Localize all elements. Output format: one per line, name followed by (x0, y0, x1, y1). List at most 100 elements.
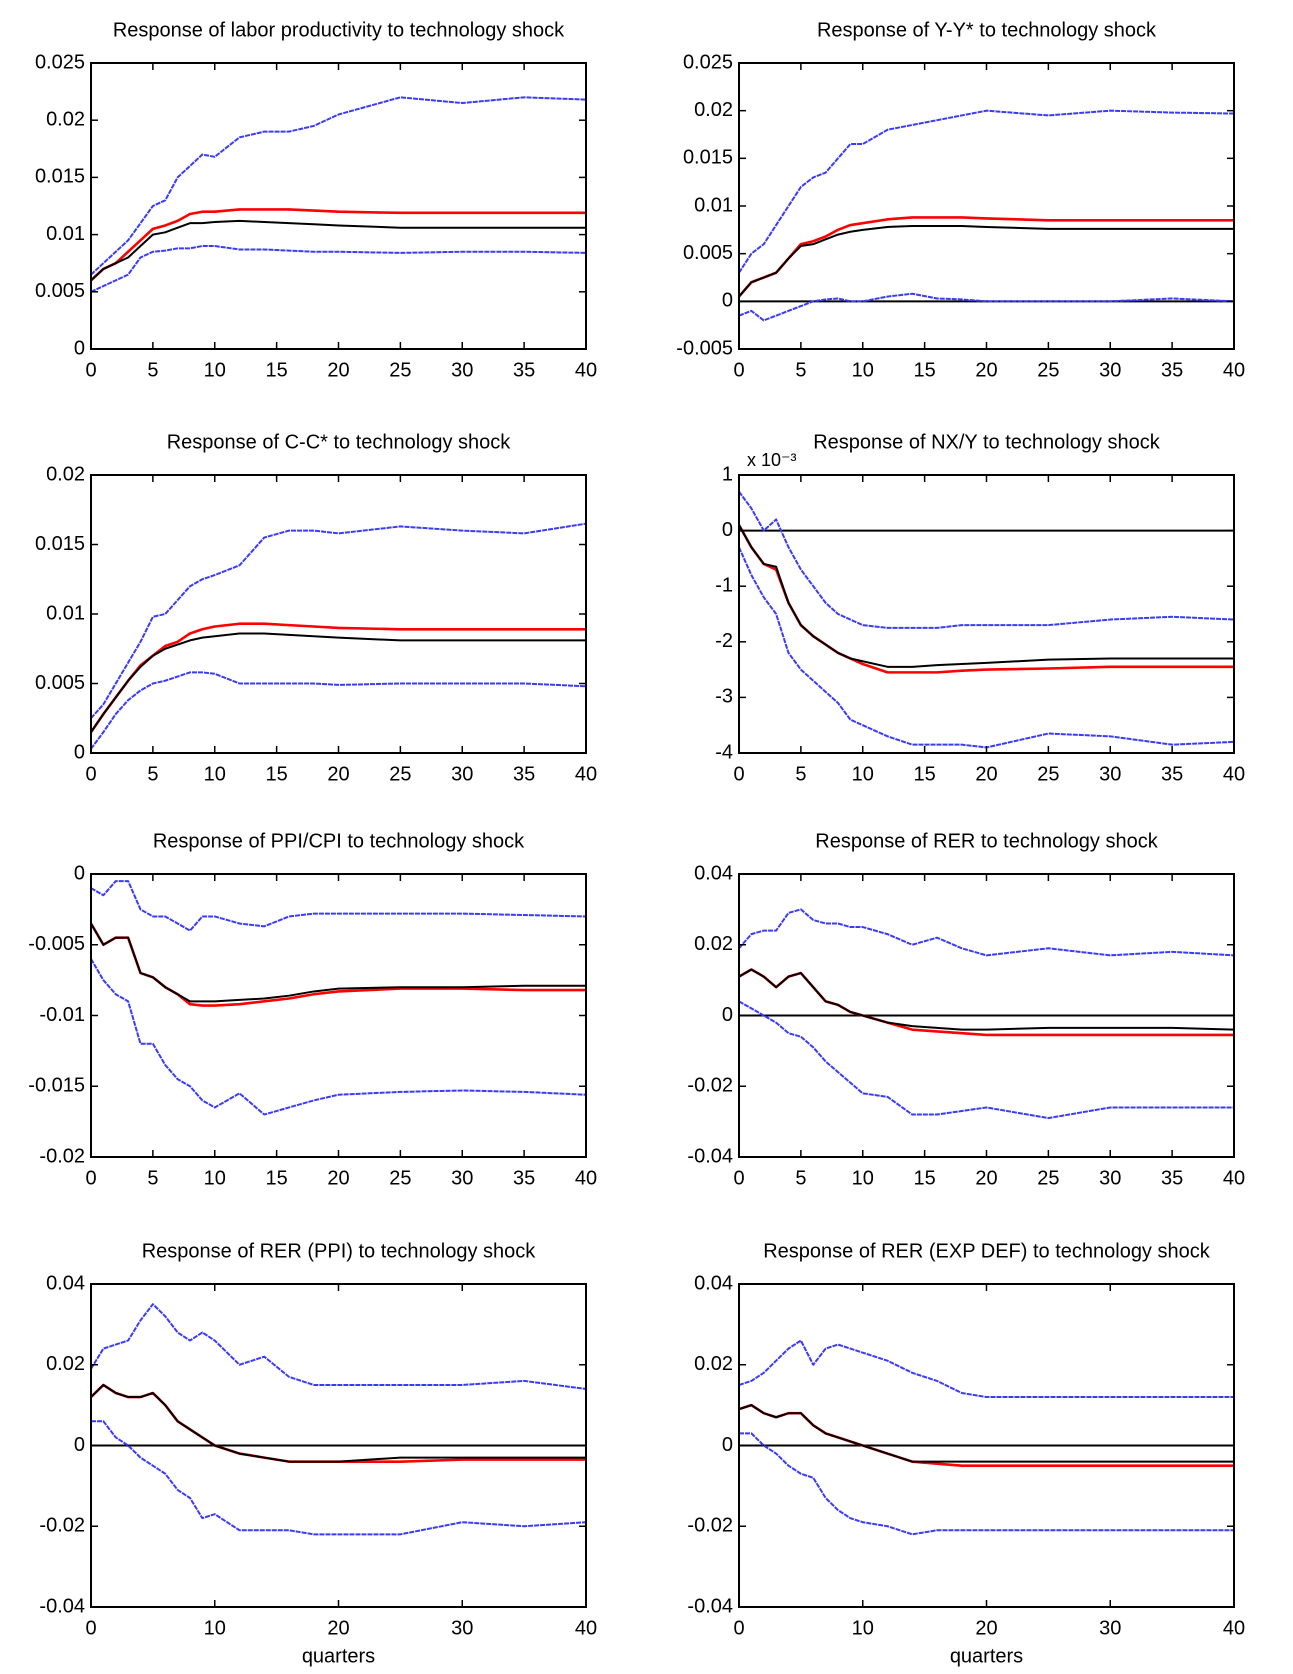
y-tick-label: 0.01 (694, 194, 733, 216)
y-tick-label: 0 (74, 1434, 85, 1456)
chart-title: Response of labor productivity to techno… (113, 19, 565, 41)
x-tick-label: 0 (85, 359, 96, 381)
x-tick-label: 5 (795, 359, 806, 381)
y-tick-label: -0.02 (687, 1515, 733, 1537)
series-line (89, 922, 586, 1007)
x-tick-label: 15 (266, 359, 288, 381)
series-line (90, 219, 586, 282)
y-tick-label: 0 (74, 862, 85, 884)
series-line (90, 1303, 587, 1390)
x-tick-label: 30 (1099, 763, 1121, 785)
x-tick-label: 15 (914, 1167, 936, 1189)
y-tick-label: 0.01 (46, 223, 85, 245)
x-axis-label: quarters (950, 1645, 1023, 1667)
x-tick-label: 0 (85, 1617, 96, 1639)
chart-title: Response of Y-Y* to technology shock (817, 19, 1157, 41)
x-tick-label: 10 (204, 1617, 226, 1639)
x-tick-label: 25 (389, 1167, 411, 1189)
y-tick-label: -0.02 (687, 1075, 733, 1097)
chart-title: Response of PPI/CPI to technology shock (153, 830, 525, 852)
x-tick-label: 35 (513, 359, 535, 381)
series-line (737, 524, 1234, 674)
plot-frame (738, 474, 1235, 754)
x-tick-label: 0 (733, 1167, 744, 1189)
x-tick-label: 30 (451, 1617, 473, 1639)
x-tick-label: 0 (85, 763, 96, 785)
x-tick-label: 20 (975, 763, 997, 785)
x-tick-label: 40 (1223, 763, 1245, 785)
x-tick-label: 5 (147, 763, 158, 785)
x-tick-label: 30 (1099, 1617, 1121, 1639)
series-line (738, 225, 1234, 298)
y-tick-label: 0.005 (35, 672, 85, 694)
y-tick-label: 0.02 (694, 99, 733, 121)
x-tick-label: 0 (733, 359, 744, 381)
series-line (738, 1339, 1234, 1399)
series-line (738, 968, 1235, 1031)
x-tick-label: 25 (389, 359, 411, 381)
series-line (738, 109, 1235, 274)
y-tick-label: 1 (722, 463, 733, 485)
y-tick-label: -4 (715, 741, 733, 763)
x-tick-label: 5 (795, 763, 806, 785)
x-tick-label: 30 (451, 359, 473, 381)
series-line (90, 245, 587, 293)
x-tick-label: 20 (327, 1167, 349, 1189)
x-tick-label: 40 (575, 1617, 597, 1639)
series-line (91, 1420, 587, 1536)
y-tick-label: -0.04 (39, 1595, 85, 1617)
y-tick-label: 0 (722, 1434, 733, 1456)
y-tick-label: 0.04 (694, 862, 733, 884)
x-tick-label: 15 (914, 359, 936, 381)
series-line (90, 1383, 586, 1463)
x-tick-label: 5 (147, 359, 158, 381)
chart-title: Response of C-C* to technology shock (167, 431, 512, 453)
x-tick-label: 40 (575, 359, 597, 381)
y-tick-label: 0.02 (46, 463, 85, 485)
chart-title: Response of RER (EXP DEF) to technology … (763, 1240, 1211, 1262)
y-tick-label: -0.02 (39, 1515, 85, 1537)
x-tick-label: 15 (266, 1167, 288, 1189)
x-tick-label: 40 (1223, 1617, 1245, 1639)
x-tick-label: 5 (795, 1167, 806, 1189)
y-tick-label: 0.015 (35, 166, 85, 188)
y-tick-label: 0.005 (683, 242, 733, 264)
x-tick-label: 35 (1161, 763, 1183, 785)
y-tick-label: -0.005 (676, 337, 733, 359)
chart-title: Response of RER (PPI) to technology shoc… (142, 1240, 537, 1262)
y-tick-label: 0 (722, 290, 733, 312)
x-tick-label: 10 (852, 1167, 874, 1189)
y-tick-label: 0.015 (35, 533, 85, 555)
y-tick-label: -0.005 (28, 933, 85, 955)
x-tick-label: 20 (327, 1617, 349, 1639)
y-tick-label: 0 (722, 1004, 733, 1026)
series-line (738, 1404, 1234, 1463)
x-tick-label: 40 (1223, 1167, 1245, 1189)
x-tick-label: 20 (975, 1617, 997, 1639)
series-line (738, 491, 1235, 629)
x-tick-label: 0 (733, 1617, 744, 1639)
series-line (738, 546, 1235, 749)
x-tick-label: 30 (1099, 1167, 1121, 1189)
x-tick-label: 0 (85, 1167, 96, 1189)
y-tick-label: 0 (722, 519, 733, 541)
series-line (90, 671, 587, 750)
series-line (738, 524, 1234, 668)
x-tick-label: 25 (389, 763, 411, 785)
series-line (739, 1432, 1234, 1536)
series-line (90, 923, 586, 1003)
x-tick-label: 30 (1099, 359, 1121, 381)
x-axis-label: quarters (302, 1645, 375, 1667)
y-tick-label: 0.025 (683, 51, 733, 73)
y-tick-label: 0 (74, 741, 85, 763)
y-tick-label: 0.02 (694, 933, 733, 955)
y-tick-label: 0.01 (46, 602, 85, 624)
x-tick-label: 10 (852, 359, 874, 381)
series-line (90, 1383, 586, 1463)
y-tick-label: 0 (74, 337, 85, 359)
x-tick-label: 5 (147, 1167, 158, 1189)
y-tick-label: -1 (715, 574, 733, 596)
y-tick-label: -0.04 (687, 1145, 733, 1167)
y-multiplier: x 10⁻³ (747, 450, 797, 470)
